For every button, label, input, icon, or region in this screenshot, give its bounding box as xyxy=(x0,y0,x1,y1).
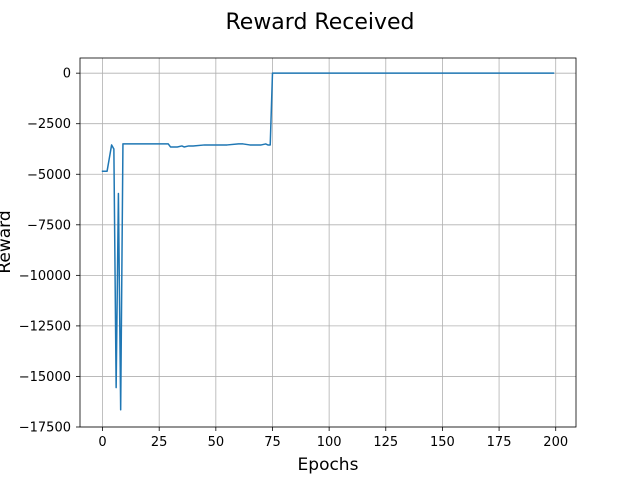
x-tick-label: 200 xyxy=(543,435,568,450)
y-tick-label: −10000 xyxy=(19,269,71,284)
ticks: 0 25 50 75 100 125 150 175 200 0 −2500 −5000 −7500 −1… xyxy=(19,67,568,450)
x-tick-label: 50 xyxy=(208,435,225,450)
x-tick-label: 100 xyxy=(317,435,342,450)
y-tick-label: 0 xyxy=(63,67,71,82)
y-axis-label: Reward xyxy=(0,210,15,273)
x-axis-label: Epochs xyxy=(298,455,359,475)
y-tick-label: −2500 xyxy=(27,117,71,132)
chart-title: Reward Received xyxy=(225,10,414,35)
series-layer xyxy=(101,72,555,411)
y-tick-label: −17500 xyxy=(19,421,71,436)
x-tick-label: 125 xyxy=(373,435,398,450)
y-tick-label: −7500 xyxy=(27,218,71,233)
x-tick-label: 175 xyxy=(487,435,512,450)
y-tick-label: −15000 xyxy=(19,370,71,385)
y-tick-label: −5000 xyxy=(27,168,71,183)
axes-frame xyxy=(79,57,577,428)
x-tick-label: 75 xyxy=(264,435,281,450)
y-tick-label: −12500 xyxy=(19,319,71,334)
series-line-0 xyxy=(101,72,555,411)
x-tick-label: 150 xyxy=(430,435,455,450)
x-tick-label: 0 xyxy=(98,435,106,450)
x-tick-label: 25 xyxy=(151,435,168,450)
